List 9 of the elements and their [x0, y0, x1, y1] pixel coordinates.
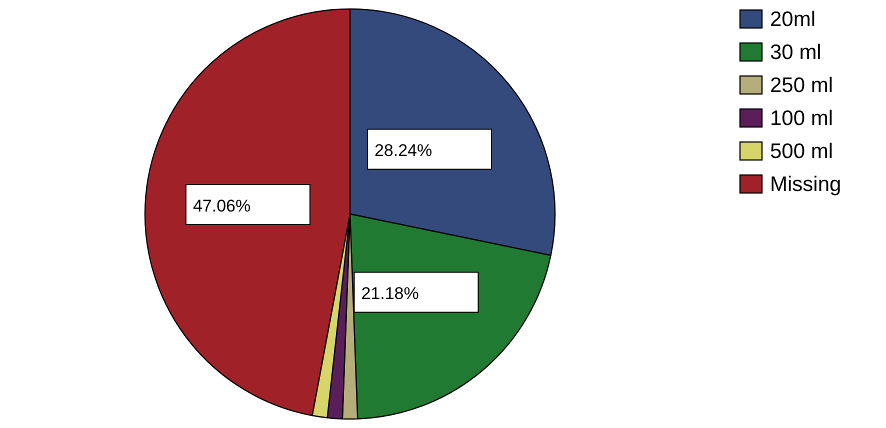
data-label: 47.06%	[192, 196, 251, 216]
data-label: 28.24%	[374, 141, 432, 160]
data-label: 21.18%	[361, 284, 419, 304]
legend-label: 30 ml	[770, 41, 822, 64]
legend-label: 500 ml	[770, 140, 834, 163]
legend-label: 250 ml	[770, 74, 834, 97]
legend-label: 20ml	[770, 8, 816, 31]
legend-label: 100 ml	[770, 107, 834, 130]
legend-label: Missing	[770, 173, 842, 196]
